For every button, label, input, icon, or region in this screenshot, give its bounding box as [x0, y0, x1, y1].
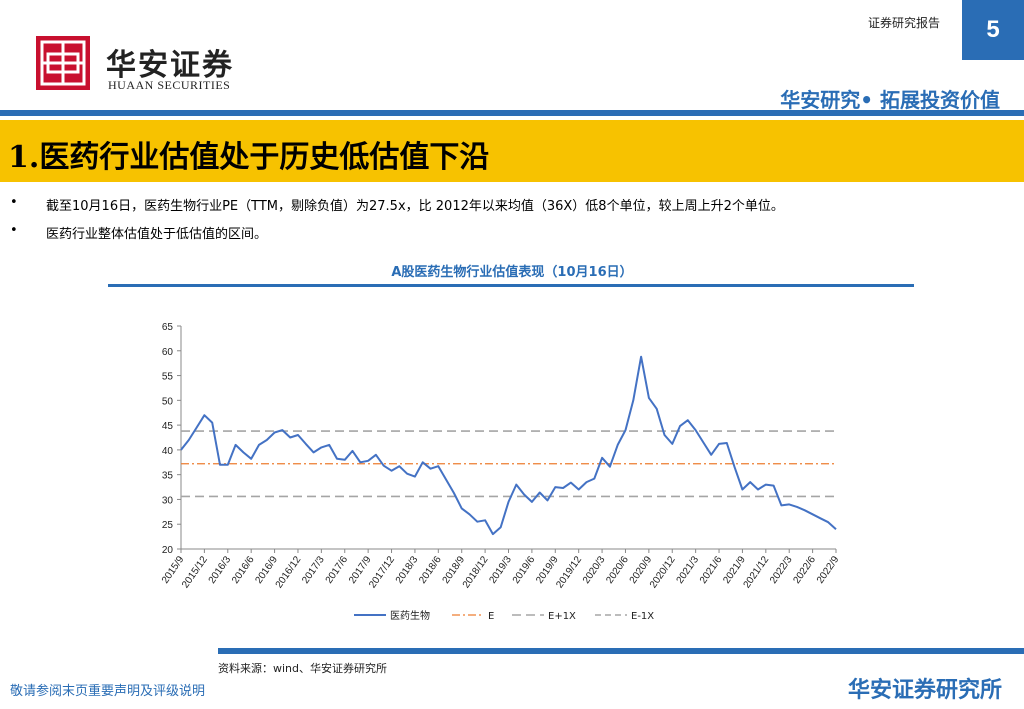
disclaimer-note: 敬请参阅末页重要声明及评级说明: [10, 684, 206, 699]
x-tick-label: 2019/3: [487, 554, 514, 586]
x-tick-label: 2019/6: [511, 554, 538, 586]
page-number: 5: [962, 0, 1024, 60]
x-tick-label: 2016/9: [253, 554, 280, 586]
series-line: [180, 355, 837, 536]
x-tick-label: 2020/12: [648, 554, 678, 590]
slogan: 华安研究• 拓展投资价值: [780, 88, 1000, 112]
y-tick-label: 60: [162, 347, 174, 358]
y-tick-label: 55: [162, 372, 174, 383]
y-tick-label: 35: [162, 471, 174, 482]
x-tick-label: 2018/12: [461, 554, 491, 590]
logo-text-cn: 华安证券: [106, 48, 234, 83]
chart-title-underline: [108, 284, 914, 287]
y-tick-label: 20: [162, 545, 174, 556]
x-tick-label: 2015/9: [160, 554, 187, 586]
x-tick-label: 2020/6: [604, 554, 631, 586]
legend-label: E+1X: [548, 611, 576, 622]
y-tick-label: 50: [162, 396, 174, 407]
x-tick-label: 2022/3: [768, 554, 795, 586]
x-tick-label: 2016/6: [230, 554, 257, 586]
x-tick-label: 2018/6: [417, 554, 444, 586]
logo-text-en: HUAAN SECURITIES: [108, 78, 231, 92]
bullet-text: 截至10月16日，医药生物行业PE（TTM，剔除负值）为27.5x，比 2012…: [46, 199, 784, 214]
title-bar: [0, 120, 1024, 182]
y-tick-label: 25: [162, 520, 174, 531]
y-tick-label: 65: [162, 322, 174, 333]
x-tick-label: 2021/9: [721, 554, 748, 586]
x-tick-label: 2015/12: [180, 554, 210, 590]
x-tick-label: 2019/12: [554, 554, 584, 590]
source-divider: [218, 648, 1024, 654]
legend-label: 医药生物: [390, 609, 430, 622]
x-tick-label: 2021/3: [675, 554, 702, 586]
source-note: 资料来源：wind、华安证券研究所: [218, 662, 388, 675]
x-tick-label: 2016/12: [274, 554, 304, 590]
bullet-mark: •: [10, 195, 18, 210]
x-tick-label: 2017/6: [324, 554, 351, 586]
page-title: 1.医药行业估值处于历史低估值下沿: [8, 140, 490, 175]
y-tick-label: 30: [162, 495, 174, 506]
footer-brand: 华安证券研究所: [847, 678, 1002, 703]
x-tick-label: 2020/9: [628, 554, 655, 586]
chart-title: A股医药生物行业估值表现（10月16日）: [391, 265, 633, 280]
x-tick-label: 2021/12: [742, 554, 772, 590]
x-tick-label: 2017/12: [367, 554, 397, 590]
report-label: 证券研究报告: [867, 16, 940, 30]
bullet-mark: •: [10, 223, 18, 238]
header-divider: [0, 110, 1024, 116]
x-tick-label: 2022/6: [792, 554, 819, 586]
x-tick-label: 2021/6: [698, 554, 725, 586]
x-tick-label: 2022/9: [815, 554, 842, 586]
logo-icon: [36, 36, 90, 90]
bullet-text: 医药行业整体估值处于低估值的区间。: [46, 227, 268, 242]
x-tick-label: 2019/9: [534, 554, 561, 586]
legend-label: E-1X: [631, 611, 654, 622]
x-tick-label: 2018/3: [394, 554, 421, 586]
x-tick-label: 2017/3: [300, 554, 327, 586]
legend-label: E: [488, 611, 494, 622]
x-tick-label: 2016/3: [207, 554, 234, 586]
x-tick-label: 2020/3: [581, 554, 608, 586]
y-tick-label: 45: [162, 421, 174, 432]
x-tick-label: 2018/9: [441, 554, 468, 586]
x-tick-label: 2017/9: [347, 554, 374, 586]
y-tick-label: 40: [162, 446, 174, 457]
